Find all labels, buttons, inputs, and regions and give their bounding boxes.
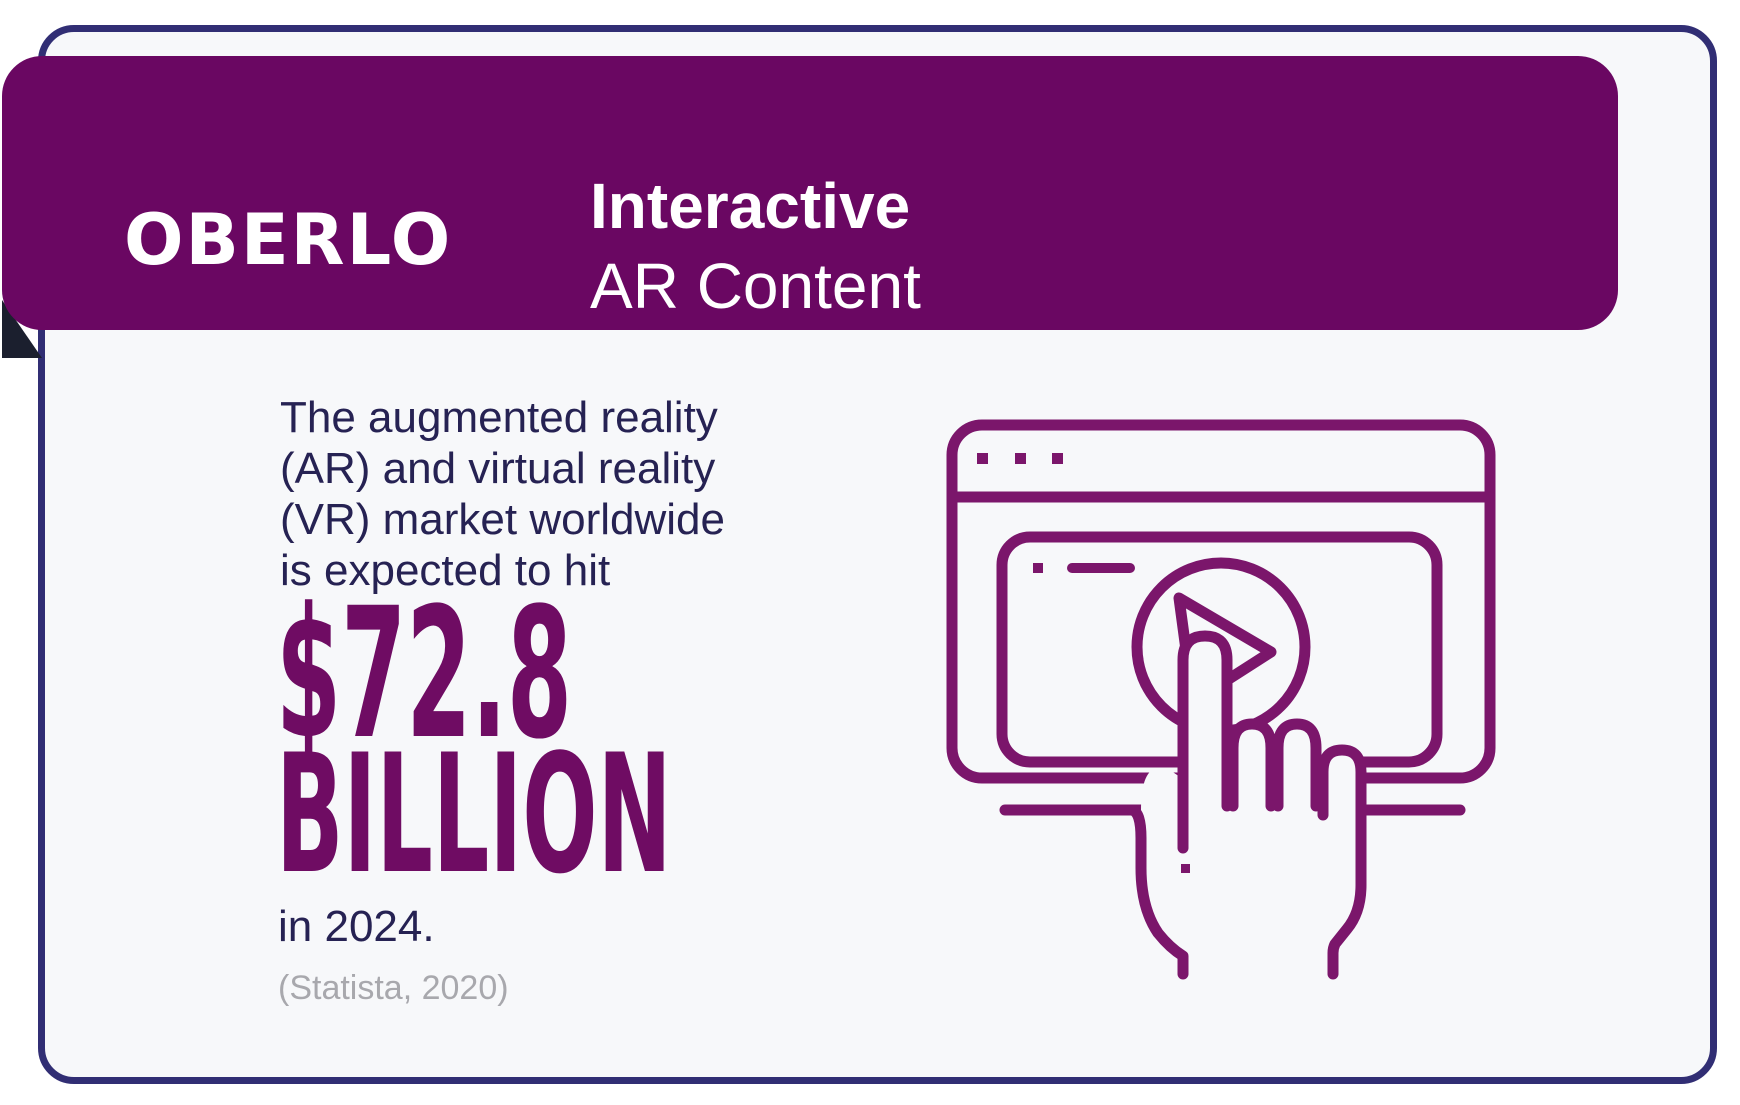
banner-title-line2: AR Content bbox=[590, 250, 921, 322]
intro-line: is expected to hit bbox=[280, 546, 611, 595]
knuckle-stroke-2 bbox=[1272, 718, 1322, 812]
source-citation: (Statista, 2020) bbox=[278, 969, 509, 1007]
intro-line: (AR) and virtual reality bbox=[280, 444, 716, 493]
stat-unit: BILLION bbox=[276, 719, 672, 910]
hand-palm-left-stroke bbox=[1126, 804, 1189, 980]
hand-right-stroke bbox=[1317, 744, 1367, 980]
stat-suffix: in 2024. bbox=[278, 902, 435, 951]
knuckle-dot-icon bbox=[1181, 864, 1190, 873]
intro-line: The augmented reality bbox=[280, 393, 718, 442]
browser-video-click-illustration bbox=[946, 419, 1496, 980]
header-banner: OBERLO Interactive AR Content bbox=[2, 56, 1618, 330]
intro-line: (VR) market worldwide bbox=[280, 495, 725, 544]
stat-value: $72.8 bbox=[276, 570, 573, 779]
knuckle-stroke-1 bbox=[1227, 718, 1277, 812]
index-finger-stroke bbox=[1177, 630, 1233, 854]
panel-dot-icon bbox=[1033, 563, 1043, 573]
pointing-hand-icon bbox=[1141, 636, 1361, 975]
banner-title-line1: Interactive bbox=[590, 170, 911, 242]
intro-text: The augmented reality (AR) and virtual r… bbox=[280, 392, 725, 596]
oberlo-logo: OBERLO bbox=[124, 199, 453, 281]
window-dots-icon bbox=[977, 453, 1063, 464]
